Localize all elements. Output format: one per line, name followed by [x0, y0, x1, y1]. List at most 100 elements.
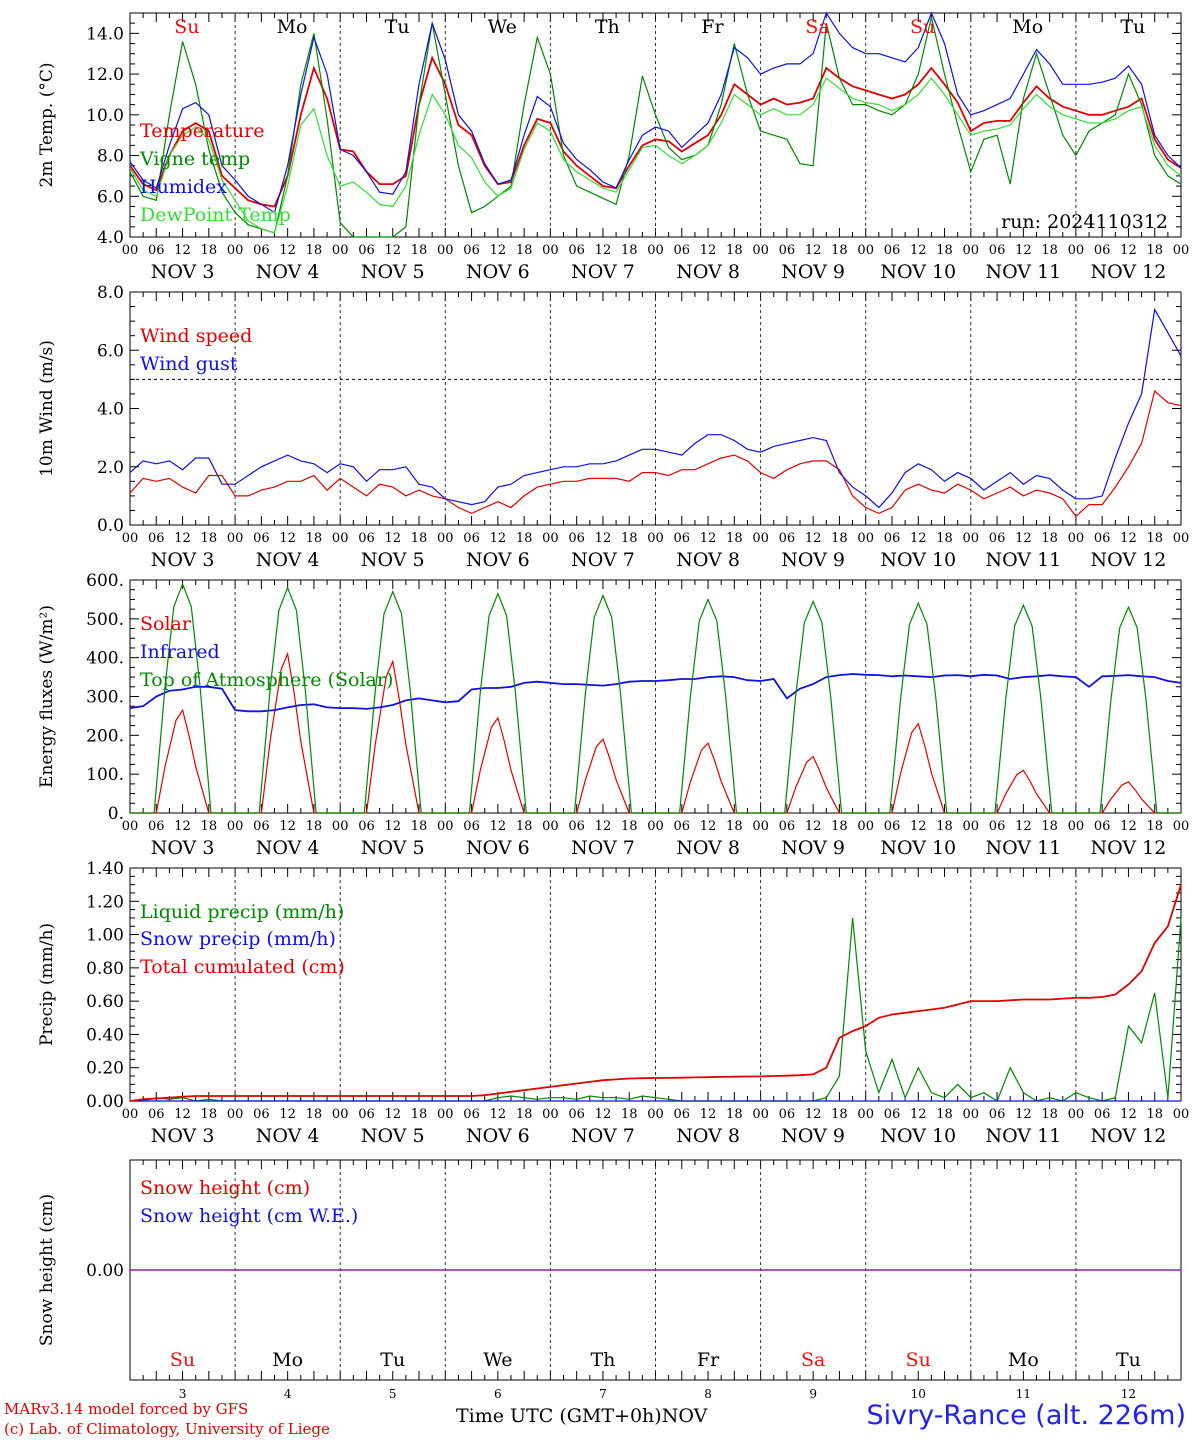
hour-tick-label: 00 — [857, 243, 874, 258]
hour-tick-label: 06 — [463, 1107, 480, 1122]
hour-tick-label: 00 — [647, 243, 664, 258]
legend-entry: Vigne temp — [139, 148, 250, 170]
hour-tick-label: 18 — [201, 531, 218, 546]
hour-tick-label: 00 — [963, 1107, 980, 1122]
y-tick-label: 0.60 — [86, 992, 124, 1012]
date-label: NOV 3 — [151, 261, 215, 283]
hour-tick-label: 18 — [831, 819, 848, 834]
hour-tick-label: 00 — [122, 531, 139, 546]
series-wind-gust — [129, 307, 1182, 509]
hour-tick-label: 18 — [621, 243, 638, 258]
hour-tick-label: 18 — [1146, 819, 1163, 834]
hour-tick-label: 18 — [936, 819, 953, 834]
legend-entry: Top of Atmosphere (Solar) — [140, 669, 393, 691]
hour-tick-label: 18 — [726, 1107, 743, 1122]
date-label: NOV 4 — [256, 837, 320, 859]
legend-entry: Solar — [140, 613, 192, 635]
legend-entry: Snow height (cm) — [140, 1177, 310, 1199]
hour-tick-label: 00 — [332, 243, 349, 258]
hour-tick-label: 00 — [122, 1107, 139, 1122]
hour-tick-label: 18 — [726, 243, 743, 258]
series-total-cumulated-cm- — [129, 884, 1182, 1102]
series-infrared — [129, 673, 1182, 713]
day-number-label: 5 — [389, 1387, 397, 1401]
date-label: NOV 6 — [466, 837, 530, 859]
date-label: NOV 6 — [466, 261, 530, 283]
hour-tick-label: 00 — [752, 819, 769, 834]
hour-tick-label: 00 — [1173, 1107, 1190, 1122]
model-credit: MARv3.14 model forced by GFS — [4, 1400, 249, 1418]
date-label: NOV 8 — [676, 837, 740, 859]
hour-tick-label: 06 — [989, 1107, 1006, 1122]
hour-tick-label: 00 — [332, 531, 349, 546]
hour-tick-label: 12 — [1120, 819, 1137, 834]
hour-tick-label: 18 — [306, 531, 323, 546]
hour-tick-label: 12 — [384, 1107, 401, 1122]
hour-tick-label: 00 — [647, 1107, 664, 1122]
hour-tick-label: 18 — [1146, 531, 1163, 546]
hour-tick-label: 12 — [805, 531, 822, 546]
hour-tick-label: 06 — [568, 531, 585, 546]
date-label: NOV 11 — [985, 1125, 1061, 1147]
hour-tick-label: 12 — [384, 819, 401, 834]
hour-tick-label: 00 — [437, 243, 454, 258]
hour-tick-label: 06 — [674, 819, 691, 834]
hour-tick-label: 18 — [1146, 243, 1163, 258]
hour-tick-label: 12 — [174, 1107, 191, 1122]
hour-tick-label: 12 — [384, 243, 401, 258]
y-tick-label: 200. — [86, 726, 124, 746]
day-number-label: 4 — [284, 1387, 292, 1401]
hour-tick-label: 06 — [779, 819, 796, 834]
hour-tick-label: 06 — [463, 243, 480, 258]
legend-entry: Snow height (cm W.E.) — [140, 1205, 358, 1227]
date-label: NOV 12 — [1091, 549, 1167, 571]
y-tick-label: 8.0 — [97, 283, 124, 303]
hour-tick-label: 18 — [516, 1107, 533, 1122]
hour-tick-label: 00 — [542, 531, 559, 546]
panel-precip: 0.00 0.20 0.40 0.60 0.80 1.00 1.20 1.40 Precip (… — [37, 859, 1189, 1147]
hour-tick-label: 12 — [1015, 531, 1032, 546]
hour-tick-label: 06 — [568, 243, 585, 258]
hour-tick-label: 00 — [227, 531, 244, 546]
date-label: NOV 6 — [466, 549, 530, 571]
y-tick-label: 500. — [86, 610, 124, 630]
weekday-label: Su — [170, 1349, 195, 1371]
hour-tick-label: 06 — [568, 1107, 585, 1122]
legend-entry: Infrared — [140, 641, 220, 663]
hour-tick-label: 06 — [1094, 243, 1111, 258]
hour-tick-label: 06 — [358, 531, 375, 546]
hour-tick-label: 12 — [805, 243, 822, 258]
hour-tick-label: 12 — [1015, 1107, 1032, 1122]
hour-tick-label: 06 — [674, 243, 691, 258]
hour-tick-label: 06 — [884, 243, 901, 258]
hour-tick-label: 18 — [1146, 1107, 1163, 1122]
date-label: NOV 5 — [361, 549, 425, 571]
y-tick-label: 1.40 — [86, 859, 124, 879]
legend-entry: Humidex — [140, 176, 227, 198]
weekday-label: Fr — [701, 16, 724, 38]
hour-tick-label: 06 — [884, 819, 901, 834]
hour-tick-label: 18 — [201, 243, 218, 258]
y-tick-label: 4.0 — [97, 400, 124, 420]
hour-tick-label: 18 — [726, 819, 743, 834]
hour-tick-label: 12 — [1015, 243, 1032, 258]
date-label: NOV 4 — [256, 1125, 320, 1147]
hour-tick-label: 00 — [857, 531, 874, 546]
date-label: NOV 9 — [781, 1125, 845, 1147]
hour-tick-label: 18 — [831, 243, 848, 258]
hour-tick-label: 06 — [1094, 1107, 1111, 1122]
weekday-label: Tu — [1116, 1349, 1141, 1371]
y-tick-label: 0. — [108, 804, 124, 824]
hour-tick-label: 06 — [253, 819, 270, 834]
hour-tick-label: 18 — [621, 531, 638, 546]
hour-tick-label: 00 — [1173, 243, 1190, 258]
date-label: NOV 11 — [985, 261, 1061, 283]
station-name: Sivry-Rance (alt. 226m) — [866, 1400, 1186, 1431]
hour-tick-label: 00 — [963, 819, 980, 834]
series-humidex — [129, 11, 1182, 214]
day-number-label: 3 — [179, 1387, 187, 1401]
y-tick-label: 1.20 — [86, 892, 124, 912]
date-label: NOV 9 — [781, 261, 845, 283]
y-tick-label: 0.0 — [97, 516, 124, 536]
date-label: NOV 7 — [571, 837, 635, 859]
